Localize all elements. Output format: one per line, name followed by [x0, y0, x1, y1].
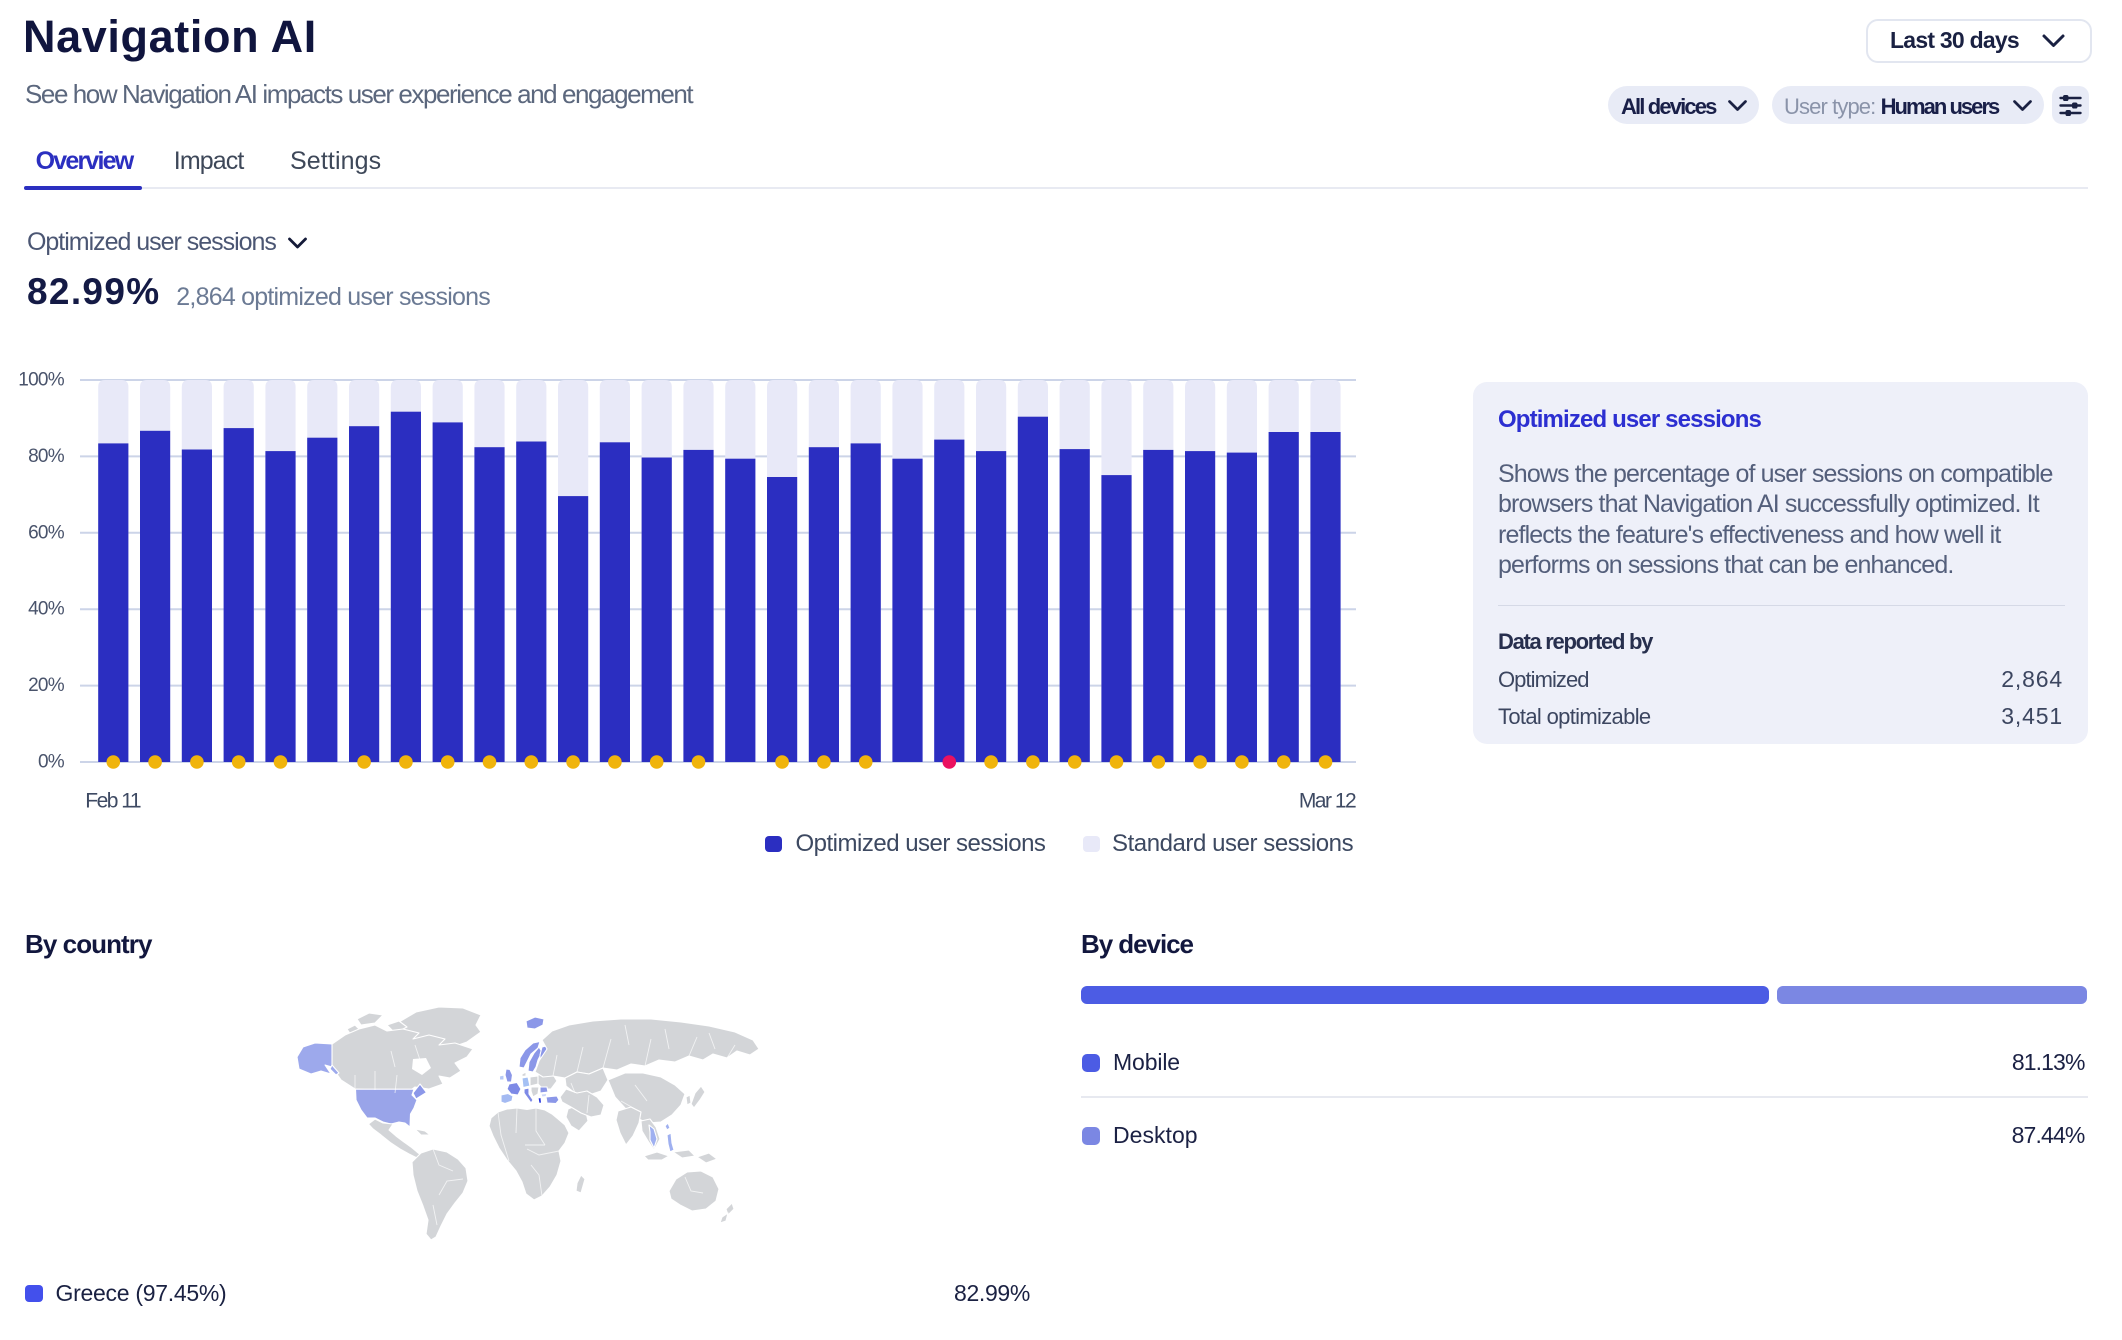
svg-text:Feb 11: Feb 11: [85, 790, 141, 813]
svg-text:60%: 60%: [28, 522, 65, 543]
svg-text:0%: 0%: [38, 752, 65, 773]
svg-text:100%: 100%: [18, 370, 65, 391]
svg-text:80%: 80%: [28, 446, 65, 467]
svg-text:40%: 40%: [28, 599, 65, 620]
svg-text:Mar 12: Mar 12: [1299, 790, 1356, 813]
svg-text:20%: 20%: [28, 675, 65, 696]
